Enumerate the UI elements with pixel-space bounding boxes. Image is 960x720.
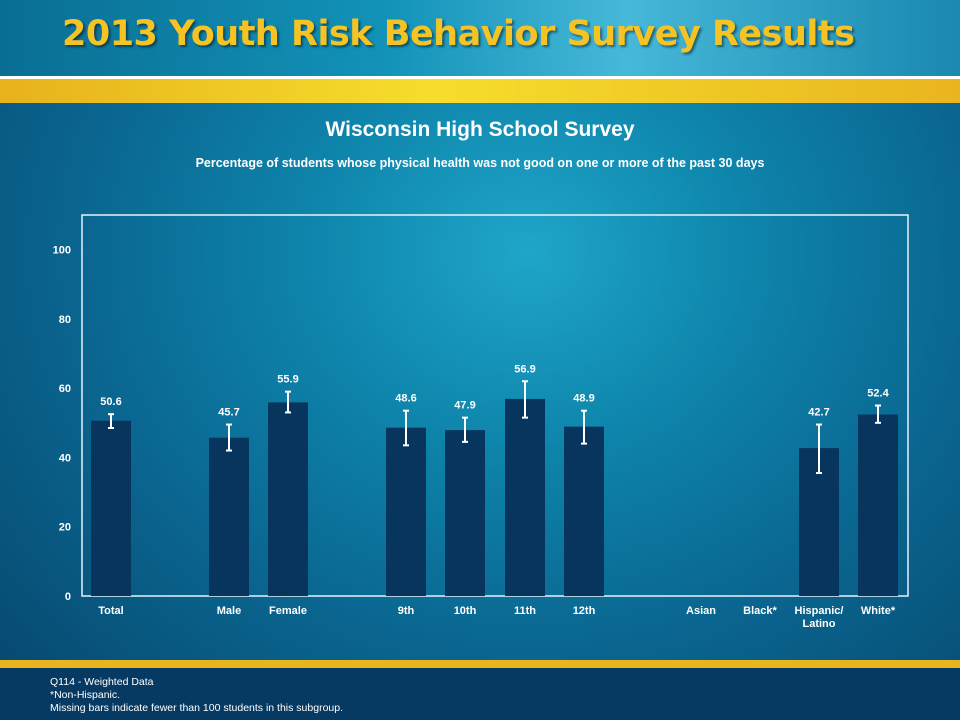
- footer-note-data: Q114 - Weighted Data: [50, 676, 154, 688]
- data-label: 48.6: [395, 393, 416, 405]
- bar: [386, 427, 426, 596]
- footer-note-missing: Missing bars indicate fewer than 100 stu…: [50, 702, 344, 714]
- data-label: 48.9: [573, 393, 594, 405]
- x-tick-label: White*: [861, 605, 896, 617]
- data-label: 45.7: [218, 407, 239, 419]
- data-label: 47.9: [454, 400, 475, 412]
- bar: [505, 398, 545, 596]
- x-tick-label: Total: [98, 605, 123, 617]
- plot-frame: [81, 214, 909, 597]
- bar: [445, 430, 485, 596]
- header-gold-band: [0, 79, 960, 103]
- data-label: 52.4: [867, 388, 889, 400]
- footer-note-nonhispanic: *Non-Hispanic.: [50, 689, 121, 701]
- chart-subtitle: Percentage of students whose physical he…: [195, 156, 765, 170]
- x-tick-label: 11th: [514, 605, 536, 617]
- x-tick-label: 10th: [454, 605, 477, 617]
- bar: [209, 437, 249, 596]
- bar: [858, 414, 898, 596]
- x-tick-label: Asian: [686, 605, 716, 617]
- x-tick-label: Female: [269, 605, 307, 617]
- y-tick-label: 80: [59, 314, 71, 326]
- bar: [564, 426, 604, 596]
- slide-title: 2013 Youth Risk Behavior Survey Results: [62, 14, 855, 54]
- y-tick-label: 20: [59, 522, 71, 534]
- x-tick-label: 9th: [398, 605, 415, 617]
- y-tick-label: 100: [53, 245, 71, 257]
- y-tick-label: 60: [59, 383, 71, 395]
- bar: [91, 420, 131, 596]
- bar: [268, 402, 308, 596]
- x-tick-label: Black*: [743, 605, 777, 617]
- y-tick-label: 0: [65, 591, 71, 603]
- chart-title: Wisconsin High School Survey: [325, 118, 635, 141]
- header-divider: [0, 76, 960, 79]
- data-label: 42.7: [808, 407, 829, 419]
- x-tick-label: Male: [217, 605, 241, 617]
- footer-gold-band: [0, 660, 960, 668]
- data-label: 55.9: [277, 374, 298, 386]
- footer: Q114 - Weighted Data *Non-Hispanic. Miss…: [0, 668, 960, 720]
- x-tick-label: Hispanic/: [795, 605, 844, 617]
- x-tick-label: Latino: [803, 618, 836, 630]
- header-banner: 2013 Youth Risk Behavior Survey Results: [0, 0, 960, 76]
- data-label: 56.9: [514, 363, 535, 375]
- x-tick-label: 12th: [573, 605, 596, 617]
- data-label: 50.6: [100, 396, 121, 408]
- y-tick-label: 40: [59, 452, 71, 464]
- bar-chart: 0 20 40 60 80 100 Total 50.6 Male 45.7 Female 55.9 9…: [53, 214, 909, 630]
